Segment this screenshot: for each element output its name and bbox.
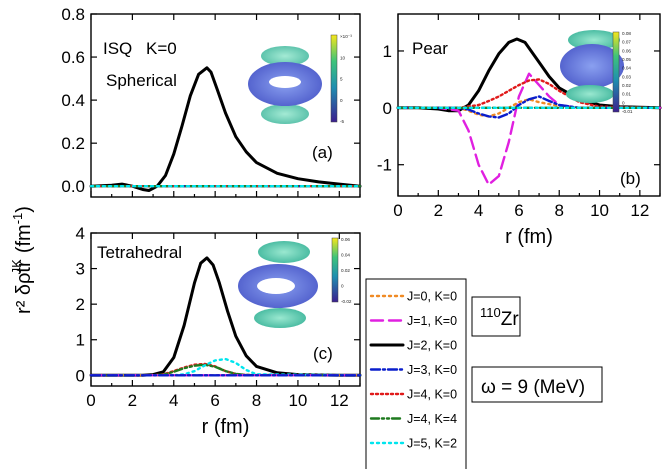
x-tick-label: 2: [128, 391, 137, 410]
panel-annotation: Pear: [412, 39, 448, 58]
panel-frame: [90, 232, 361, 387]
legend-entry: J=2, K=0: [407, 339, 457, 353]
colorbar-label: 10: [340, 55, 346, 60]
y-tick-label: 4: [76, 224, 85, 243]
y-tick-label: -1: [377, 156, 392, 175]
colorbar-label: 0.03: [622, 74, 631, 79]
x-tick-label: 4: [474, 201, 483, 220]
x-tick-label: 6: [514, 201, 523, 220]
colorbar-label: 0: [340, 98, 343, 103]
density-inset-icon: 0.06 0.04 0.02 0 -0.02: [238, 237, 352, 328]
colorbar-label: ×10⁻³: [340, 34, 352, 39]
colorbar-label: 0.04: [341, 253, 350, 258]
panel-annotation: ISQ: [103, 39, 132, 58]
y-tick-label: 1: [383, 42, 392, 61]
legend-entry: J=1, K=0: [407, 314, 457, 328]
x-tick-label: 6: [210, 391, 219, 410]
legend-entry: J=4, K=0: [407, 388, 457, 402]
ylabel-sup: JK: [9, 259, 24, 275]
panel-annotation: Spherical: [106, 71, 177, 90]
y-tick-label: 0: [76, 366, 85, 385]
nucleus-symbol: Zr: [501, 309, 520, 330]
colorbar: [612, 31, 620, 113]
omega-box: ω = 9 (MeV): [471, 366, 603, 403]
x-tick-label: 12: [330, 391, 349, 410]
y-tick-label: 3: [76, 260, 85, 279]
colorbar-label: 0.02: [622, 83, 631, 88]
x-tick-label: 8: [554, 201, 563, 220]
legend: J=0, K=0 J=1, K=0 J=2, K=0 J=3, K=0 J=4, K=0…: [365, 278, 467, 469]
ylabel-unit: (fm: [13, 224, 35, 253]
y-tick-label: 0.0: [61, 177, 85, 196]
legend-entry: J=3, K=0: [407, 363, 457, 377]
x-tick-label: 0: [86, 391, 95, 410]
density-inset-icon: 0.08 0.07 0.06 0.05 0.04 0.03 0.02 0.01 0 -0.01: [560, 30, 633, 114]
colorbar-label: 0.06: [622, 48, 631, 53]
panel-frame: [397, 13, 661, 197]
colorbar-label: 0.02: [341, 268, 350, 273]
ylabel-unit-sup: -1: [10, 213, 25, 225]
series-line-j-4-k-0: [396, 78, 662, 110]
panel-tag: (b): [620, 169, 641, 188]
ylabel-close: ): [13, 206, 35, 213]
panel-frame: [90, 13, 361, 198]
y-tick-label: 0: [383, 99, 392, 118]
x-tick-label: 0: [393, 201, 402, 220]
colorbar-label: 0.04: [622, 66, 631, 71]
series-line-j-3-k-0: [396, 95, 662, 119]
y-tick-label: 0.4: [61, 91, 85, 110]
colorbar-label: 0: [341, 284, 344, 289]
x-tick-label: 8: [252, 391, 261, 410]
svg-text:r² δρtrJK(fm-1): r² δρtrJK (fm-1): [9, 206, 35, 314]
x-tick-label: 10: [590, 201, 609, 220]
colorbar: [330, 34, 338, 123]
series-line-j-2-k-0: [396, 37, 662, 113]
y-axis-title: r² δρtrJK (fm-1): [9, 206, 35, 314]
y-tick-label: 0.8: [61, 5, 85, 24]
colorbar-label: 0.06: [341, 237, 350, 242]
x-tick-label: 10: [288, 391, 307, 410]
series-line-j-2-k-0: [89, 66, 362, 192]
y-tick-label: 1: [76, 331, 85, 350]
colorbar-label: 0.01: [622, 92, 631, 97]
y-tick-label: 0.2: [61, 134, 85, 153]
x-tick-label: 2: [434, 201, 443, 220]
colorbar-label: 5: [340, 77, 343, 82]
colorbar-label: 0.07: [622, 40, 631, 45]
panel-tag: (c): [313, 344, 333, 363]
legend-entry: J=4, K=4: [407, 412, 457, 426]
panel-annotation: Tetrahedral: [97, 243, 182, 262]
x-axis-title: r (fm): [202, 416, 250, 438]
y-tick-label: 2: [76, 295, 85, 314]
colorbar-label: 0: [622, 100, 625, 105]
colorbar-label: -5: [340, 119, 345, 124]
colorbar-label: -0.01: [622, 109, 633, 114]
density-inset-icon: ×10⁻³ 10 5 0 -5: [248, 34, 352, 124]
colorbar: [331, 237, 339, 303]
panel-tag: (a): [312, 143, 333, 162]
x-tick-label: 12: [630, 201, 649, 220]
colorbar-label: -0.02: [341, 299, 352, 304]
colorbar-label: 0.05: [622, 57, 631, 62]
chart-panel-a: 0.0 0.2 0.4 0.6 0.8 ISQ K=0 Spherical (a) ×10⁻³ 10…: [61, 5, 362, 198]
panel-annotation: K=0: [146, 39, 177, 58]
svg-text:110Zr: 110Zr: [480, 305, 519, 330]
legend-entry: J=0, K=0: [407, 290, 457, 304]
legend-entry: J=5, K=2: [407, 437, 457, 451]
ylabel-main: r² δρtr: [13, 260, 35, 314]
x-tick-label: 4: [169, 391, 178, 410]
colorbar-label: 0.08: [622, 31, 631, 36]
series-line-j-1-k-0: [396, 72, 662, 186]
omega-label: ω = 9 (MeV): [481, 377, 585, 398]
nucleus-mass: 110: [480, 305, 501, 320]
x-axis-title: r (fm): [505, 226, 553, 248]
y-tick-label: 0.6: [61, 48, 85, 67]
nucleus-box: 110Zr: [471, 296, 521, 337]
